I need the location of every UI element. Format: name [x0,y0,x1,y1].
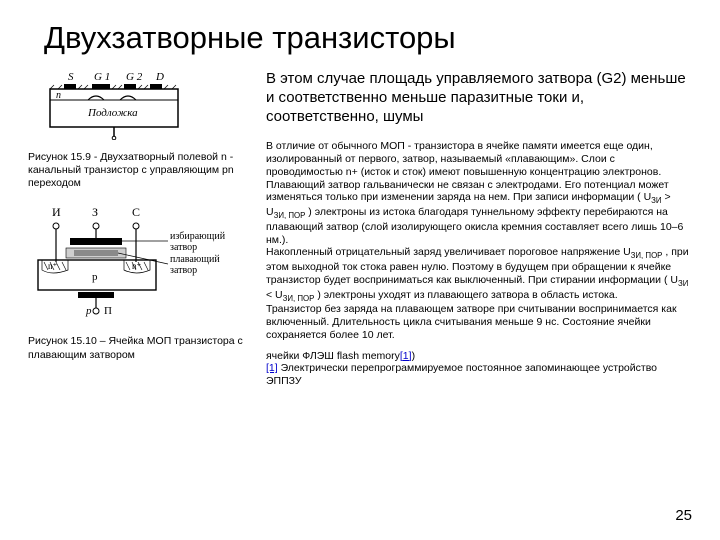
footnote-link-1[interactable]: [1] [400,350,412,362]
fig2-label-s: С [132,205,140,219]
fig1-label-d: D [155,71,164,83]
fig1-label-substrate: Подложка [87,107,138,119]
body-part8: Транзистор без заряда на плавающем затво… [266,303,677,341]
fig1-label-s: S [68,71,74,83]
fig2-label-p: p [92,271,98,283]
fig2-label-pl1: плавающий [170,254,220,265]
fig1-label-g2: G 2 [126,71,143,83]
body-sub5: ЗИ, ПОР [283,294,315,303]
fig2-label-izb2: затвор [170,242,197,253]
fig1-label-g1: G 1 [94,71,110,83]
fig2-label-pletter: p [85,305,92,317]
page-number: 25 [675,507,692,524]
fig2-label-z: З [92,205,98,219]
body-part1: В отличие от обычного МОП - транзистора … [266,140,669,203]
fig2-label-izb1: избирающий [170,231,226,242]
body-sub3: ЗИ, ПОР [631,252,663,261]
body-sub1: ЗИ [651,197,661,206]
right-column: В этом случае площадь управляемого затво… [266,70,692,388]
footer-text1: ячейки ФЛЭШ flash memory [266,350,400,362]
body-part4: Накопленный отрицательный заряд увеличив… [266,246,631,258]
body-sub4: ЗИ [678,279,688,288]
figure-15-9-caption: Рисунок 15.9 - Двухзатворный полевой n -… [28,151,258,190]
fig2-label-np1: n⁺ [48,261,58,271]
left-column: S G 1 G 2 D n [28,70,258,388]
fig1-label-n: n [56,90,61,101]
body-sub2: ЗИ, ПОР [274,211,306,220]
figure-15-9: S G 1 G 2 D n [28,70,198,145]
fig2-label-pl2: затвор [170,265,197,276]
intro-text: В этом случае площадь управляемого затво… [266,70,692,126]
footer-paren: ) [412,350,416,362]
body-part6: < U [266,289,283,301]
footer-text2: Электрически перепрограммируемое постоян… [266,362,657,387]
columns: S G 1 G 2 D n [28,70,692,388]
page-title: Двухзатворные транзисторы [44,20,692,56]
fig2-label-np2: n⁺ [132,261,142,271]
body-part3: ) электроны из истока благодаря туннельн… [266,206,683,245]
footnote-link-2[interactable]: [1] [266,362,278,374]
figure-15-10: И З С избирающий затвор плавающий затвор [28,204,248,329]
body-text: В отличие от обычного МОП - транзистора … [266,140,692,388]
figure-15-10-caption: Рисунок 15.10 – Ячейка МОП транзистора с… [28,335,258,361]
body-part7: ) электроны уходят из плавающего затвора… [314,289,617,301]
fig2-label-i: И [52,205,61,219]
fig2-label-bottom: П [104,305,112,317]
footer-line: ячейки ФЛЭШ flash memory[1]) [1] Электри… [266,350,692,388]
